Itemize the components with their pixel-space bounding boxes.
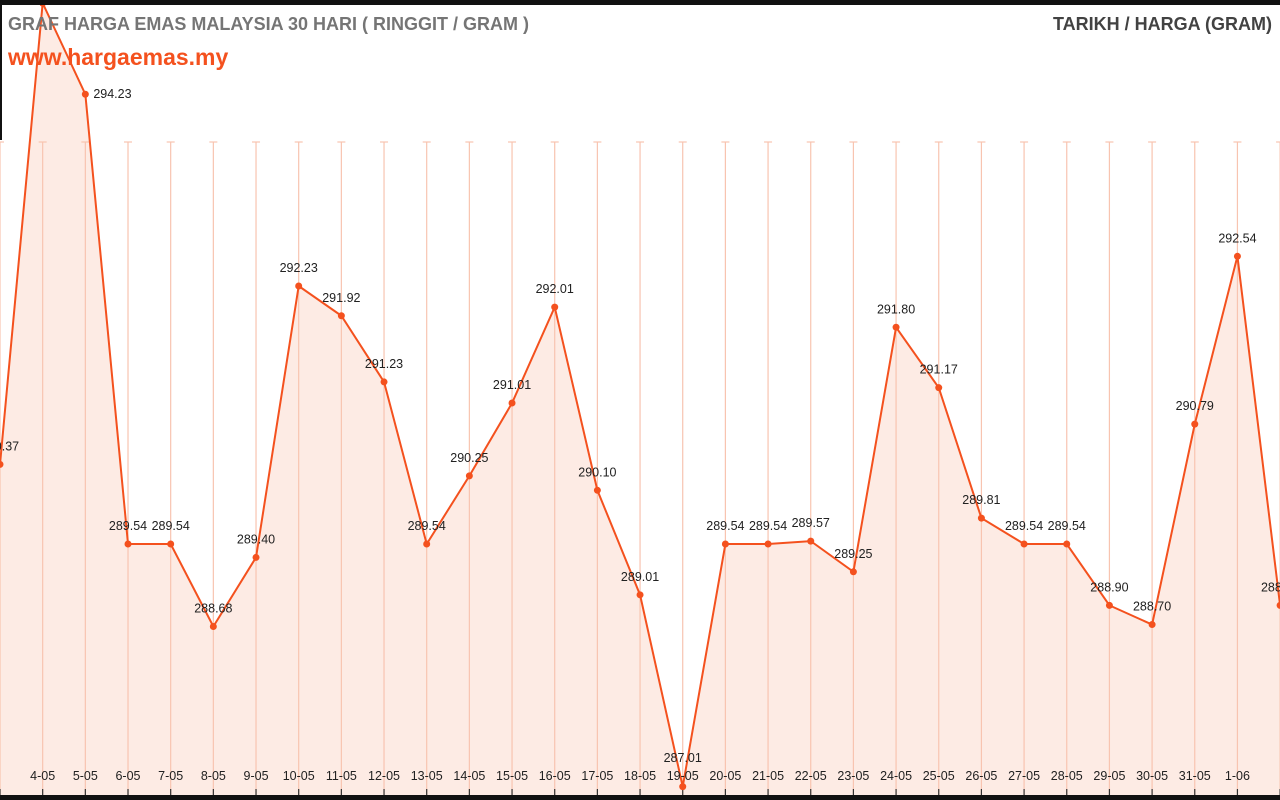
data-label: 289.40	[237, 532, 275, 546]
x-tick-label: 1-06	[1225, 769, 1250, 783]
data-label: 287.01	[664, 751, 702, 765]
data-label: 289.57	[792, 516, 830, 530]
data-label: 292.23	[280, 261, 318, 275]
data-point	[1191, 420, 1199, 428]
x-tick-label: 30-05	[1136, 769, 1168, 783]
data-point	[295, 282, 303, 290]
website-link[interactable]: www.hargaemas.my	[8, 44, 229, 70]
data-point	[807, 537, 815, 545]
x-tick-label: 16-05	[539, 769, 571, 783]
data-label: 288.90	[1261, 580, 1280, 594]
x-tick-label: 22-05	[795, 769, 827, 783]
data-label: 289.54	[109, 519, 147, 533]
bottom-bar	[0, 795, 1280, 800]
x-tick-label: 11-05	[326, 769, 357, 783]
data-point	[0, 460, 4, 468]
x-tick-label: 6-05	[115, 769, 140, 783]
data-label: 289.25	[834, 547, 872, 561]
data-point	[679, 783, 687, 791]
data-point	[337, 312, 345, 320]
x-tick-label: 15-05	[496, 769, 528, 783]
data-label: 288.68	[194, 601, 232, 615]
x-tick-label: 12-05	[368, 769, 400, 783]
data-point	[977, 514, 985, 522]
data-point	[465, 472, 473, 480]
x-tick-label: 21-05	[752, 769, 784, 783]
x-tick-label: 4-05	[30, 769, 55, 783]
data-point	[1233, 252, 1241, 260]
data-label: 292.01	[536, 282, 574, 296]
x-tick-label: 5-05	[73, 769, 98, 783]
x-tick-label: 9-05	[244, 769, 269, 783]
x-tick-label: 10-05	[283, 769, 315, 783]
data-label: 291.01	[493, 378, 531, 392]
data-point	[764, 540, 772, 548]
data-point	[636, 591, 644, 599]
data-point	[81, 90, 89, 98]
data-point	[1063, 540, 1071, 548]
data-label: 290.79	[1176, 399, 1214, 413]
x-tick-label: 24-05	[880, 769, 912, 783]
x-tick-label: 18-05	[624, 769, 656, 783]
data-label: 291.23	[365, 357, 403, 371]
axis-legend-title: TARIKH / HARGA (GRAM)	[1053, 14, 1272, 34]
data-label: 289.81	[962, 493, 1000, 507]
data-point	[1105, 601, 1113, 609]
data-point	[380, 378, 388, 386]
area-fill	[0, 3, 1280, 795]
data-point	[209, 622, 217, 630]
data-label: 289.54	[1048, 519, 1086, 533]
data-point	[508, 399, 516, 407]
x-tick-label: 13-05	[411, 769, 443, 783]
data-label: 294.23	[93, 87, 131, 101]
data-label: 289.54	[152, 519, 190, 533]
data-point	[252, 553, 260, 561]
data-label: 289.54	[408, 519, 446, 533]
data-label: 290.37	[0, 439, 19, 453]
data-point	[892, 323, 900, 331]
x-tick-label: 8-05	[201, 769, 226, 783]
data-point	[1148, 621, 1156, 629]
data-label: 289.54	[706, 519, 744, 533]
data-label: 289.01	[621, 570, 659, 584]
data-label: 292.54	[1218, 231, 1256, 245]
data-label: 290.10	[578, 465, 616, 479]
data-point	[849, 568, 857, 576]
data-point	[1020, 540, 1028, 548]
data-label: 289.54	[749, 519, 787, 533]
data-label: 288.90	[1090, 580, 1128, 594]
x-tick-label: 19-05	[667, 769, 699, 783]
data-point	[124, 540, 132, 548]
data-point	[935, 384, 943, 392]
data-point	[423, 540, 431, 548]
data-label: 291.17	[920, 363, 958, 377]
x-tick-label: 17-05	[581, 769, 613, 783]
top-bar	[0, 0, 1280, 5]
x-tick-label: 7-05	[158, 769, 183, 783]
data-label: 291.92	[322, 291, 360, 305]
data-point	[1276, 601, 1280, 609]
x-tick-label: 29-05	[1093, 769, 1125, 783]
x-tick-label: 25-05	[923, 769, 955, 783]
data-label: 291.80	[877, 302, 915, 316]
data-label: 289.54	[1005, 519, 1043, 533]
x-tick-label: 31-05	[1179, 769, 1211, 783]
left-border	[0, 0, 2, 140]
data-label: 288.70	[1133, 600, 1171, 614]
x-tick-label: 26-05	[965, 769, 997, 783]
x-tick-label: 27-05	[1008, 769, 1040, 783]
data-label: 290.25	[450, 451, 488, 465]
x-tick-label: 23-05	[837, 769, 869, 783]
x-tick-label: 20-05	[709, 769, 741, 783]
data-point	[551, 303, 559, 311]
data-point	[593, 486, 601, 494]
data-point	[721, 540, 729, 548]
chart-title: GRAF HARGA EMAS MALAYSIA 30 HARI ( RINGG…	[8, 14, 530, 34]
data-point	[167, 540, 175, 548]
x-tick-label: 28-05	[1051, 769, 1083, 783]
x-tick-label: 14-05	[453, 769, 485, 783]
